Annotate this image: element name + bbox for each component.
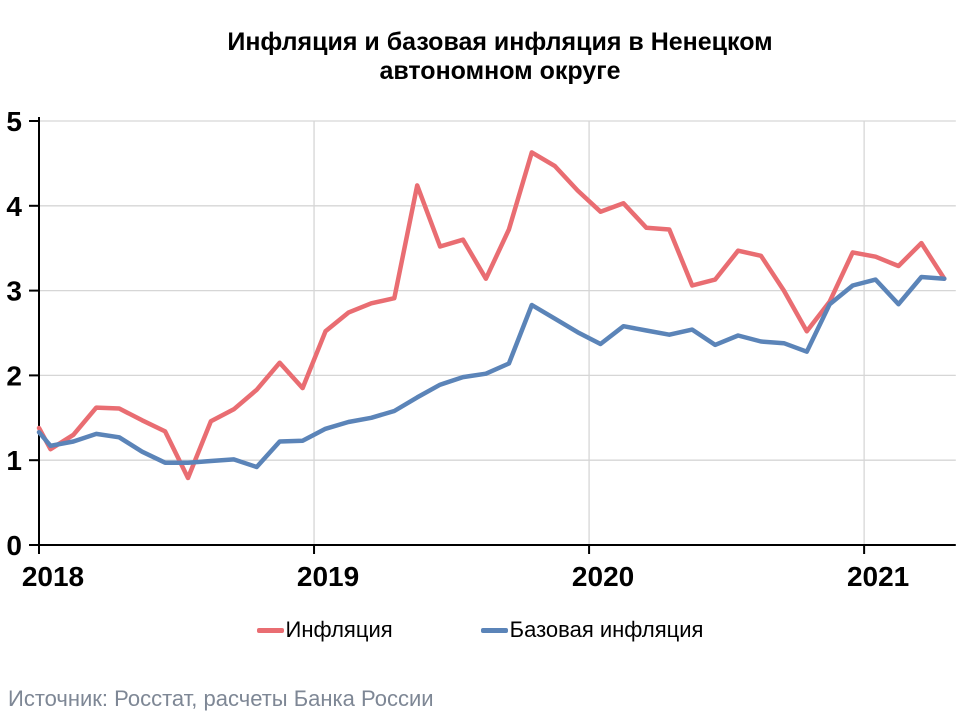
- legend-item-core-inflation: Базовая инфляция: [480, 617, 704, 643]
- legend-label-core-inflation: Базовая инфляция: [509, 617, 704, 642]
- core-inflation-line-swatch: [480, 627, 508, 633]
- y-tick-label: 2: [6, 360, 22, 391]
- y-tick-label: 4: [6, 191, 22, 222]
- chart-title-line-2: автономном округе: [379, 57, 621, 85]
- y-tick-label: 1: [6, 445, 22, 476]
- chart-title: Инфляция и базовая инфляция в Ненецком а…: [0, 28, 960, 86]
- chart-title-line-1: Инфляция и базовая инфляция в Ненецком: [227, 28, 773, 56]
- core-inflation-line: [36, 274, 947, 470]
- y-tick-label: 5: [6, 106, 22, 137]
- y-tick-label: 3: [6, 276, 22, 307]
- x-year-label: 2019: [297, 561, 359, 592]
- inflation-line: [36, 150, 947, 481]
- legend-label-inflation: Инфляция: [285, 617, 393, 642]
- x-year-label: 2021: [847, 561, 909, 592]
- x-year-label: 2018: [22, 561, 84, 592]
- inflation-line-swatch: [256, 627, 284, 633]
- y-tick-label: 0: [6, 530, 22, 561]
- legend-item-inflation: Инфляция: [256, 617, 393, 643]
- source-note: Источник: Росстат, расчеты Банка России: [8, 686, 434, 711]
- legend: Инфляция Базовая инфляция: [0, 617, 960, 643]
- x-year-label: 2020: [572, 561, 634, 592]
